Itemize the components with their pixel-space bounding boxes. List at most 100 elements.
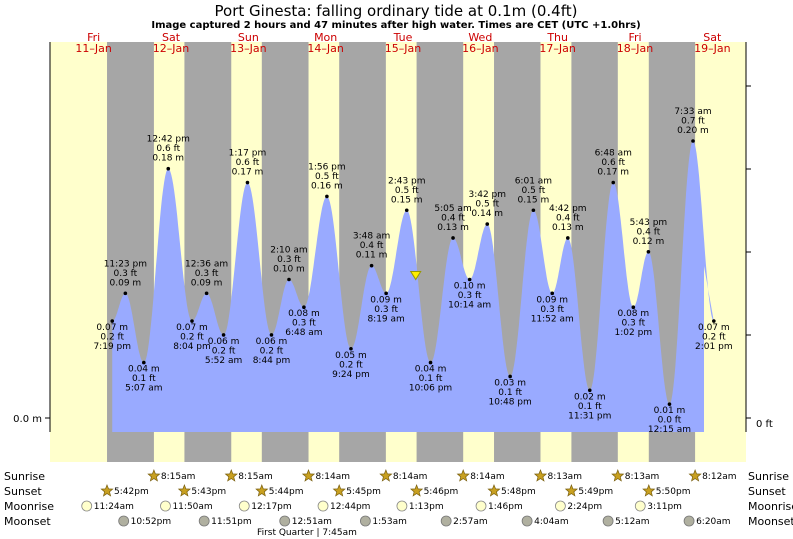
moonrise-time: 2:24pm xyxy=(567,502,602,512)
extreme-label: 1:02 pm xyxy=(615,328,653,338)
extreme-label: 0.15 m xyxy=(518,195,550,205)
extreme-point xyxy=(325,194,329,199)
extreme-point xyxy=(428,360,433,365)
day-date: 12–Jan xyxy=(153,42,189,55)
chart-subtitle: Image captured 2 hours and 47 minutes af… xyxy=(151,20,640,31)
day-headers: Fri11–JanSat12–JanSun13–JanMon14–JanTue1… xyxy=(75,31,730,55)
extreme-label: 0.5 ft xyxy=(522,186,546,196)
extreme-label: 0.08 m xyxy=(617,309,649,319)
extreme-label: 7:33 am xyxy=(674,107,711,117)
moonrise-time: 11:24am xyxy=(94,502,134,512)
day-name: Thu xyxy=(546,31,568,44)
moonset-icon xyxy=(440,515,452,527)
extreme-point xyxy=(646,250,651,254)
extreme-point xyxy=(587,388,592,393)
extreme-label: 2:43 pm xyxy=(388,176,426,186)
extreme-label: 11:31 pm xyxy=(568,411,611,421)
extreme-label: 0.15 m xyxy=(391,195,423,205)
extreme-label: 0.18 m xyxy=(152,154,184,164)
moonset-time: 4:04am xyxy=(534,517,569,527)
extreme-label: 0.02 m xyxy=(574,392,606,402)
extreme-point xyxy=(631,305,636,310)
row-label-right: Sunset xyxy=(748,485,786,498)
day-name: Fri xyxy=(628,31,641,44)
extreme-label: 0.4 ft xyxy=(360,241,384,251)
extreme-point xyxy=(245,180,250,185)
extreme-label: 8:04 pm xyxy=(173,342,211,352)
extreme-label: 12:15 am xyxy=(648,425,691,435)
sun-icon xyxy=(100,484,114,497)
row-label-left: Moonset xyxy=(4,515,51,528)
moonrise-icon xyxy=(160,500,171,512)
extreme-point xyxy=(166,166,171,171)
extreme-label: 3:42 pm xyxy=(468,190,506,200)
extreme-label: 0.10 m xyxy=(273,265,305,275)
sun-icon xyxy=(564,484,579,497)
sunset-time: 5:50pm xyxy=(656,487,691,497)
extreme-label: 0.1 ft xyxy=(498,388,522,398)
sun-icon xyxy=(332,484,346,497)
extreme-label: 0.3 ft xyxy=(277,255,301,265)
sun-icon xyxy=(533,469,548,482)
row-label-left: Moonrise xyxy=(4,500,54,513)
extreme-label: 1:17 pm xyxy=(229,149,267,159)
moonset-icon xyxy=(198,515,210,527)
sunset-time: 5:42pm xyxy=(114,487,149,497)
extreme-label: 0.5 ft xyxy=(315,172,339,182)
day-date: 15–Jan xyxy=(385,42,421,55)
extreme-point xyxy=(611,180,616,185)
extreme-label: 0.4 ft xyxy=(556,213,580,223)
day-name: Wed xyxy=(468,31,492,44)
extreme-label: 0.17 m xyxy=(597,168,629,178)
extreme-point xyxy=(485,222,490,226)
extreme-label: 1:56 pm xyxy=(308,162,346,172)
day-date: 14–Jan xyxy=(307,42,343,55)
extreme-point xyxy=(369,263,374,268)
sunrise-time: 8:15am xyxy=(238,472,273,482)
sun-icon xyxy=(379,469,393,482)
extreme-label: 0.09 m xyxy=(536,295,568,305)
sunrise-time: 8:15am xyxy=(161,472,196,482)
extreme-label: 5:05 am xyxy=(434,204,471,214)
extreme-label: 10:14 am xyxy=(448,301,491,311)
extreme-label: 0.4 ft xyxy=(637,227,661,237)
extreme-label: 0.2 ft xyxy=(339,360,363,370)
extreme-label: 2:10 am xyxy=(270,246,307,256)
extreme-label: 10:06 pm xyxy=(409,384,452,394)
row-label-left: Sunset xyxy=(4,485,42,498)
extreme-label: 9:24 pm xyxy=(332,370,370,380)
day-name: Tue xyxy=(393,31,413,44)
extreme-label: 0.0 ft xyxy=(658,416,682,426)
extreme-label: 0.1 ft xyxy=(132,374,156,384)
extreme-point xyxy=(451,236,455,240)
row-label-right: Moonrise xyxy=(748,500,793,513)
extreme-label: 0.04 m xyxy=(128,365,160,375)
extreme-label: 0.2 ft xyxy=(100,333,124,343)
extreme-label: 0.3 ft xyxy=(374,305,398,315)
day-name: Fri xyxy=(87,31,100,44)
day-date: 19–Jan xyxy=(694,42,730,55)
extreme-point xyxy=(302,305,306,310)
extreme-label: 5:43 pm xyxy=(630,218,668,228)
sun-icon xyxy=(224,469,238,482)
row-label-right: Sunrise xyxy=(748,470,789,483)
moonset-time: 1:53am xyxy=(372,517,407,527)
axes: 0.0 m 0 ft xyxy=(13,42,773,432)
extreme-label: 0.07 m xyxy=(698,323,730,333)
moonrise-time: 11:50am xyxy=(172,502,212,512)
extreme-label: 0.3 ft xyxy=(621,319,645,329)
extreme-label: 0.6 ft xyxy=(156,144,180,154)
extreme-label: 6:48 am xyxy=(285,328,322,338)
extreme-label: 0.01 m xyxy=(654,406,686,416)
extreme-label: 0.09 m xyxy=(191,278,223,288)
extreme-label: 0.09 m xyxy=(110,278,142,288)
extreme-point xyxy=(110,319,115,323)
moonrise-time: 1:46pm xyxy=(488,502,523,512)
extreme-label: 11:23 pm xyxy=(104,259,147,269)
extreme-label: 0.17 m xyxy=(232,168,264,178)
extreme-point xyxy=(667,402,672,406)
moonset-time: 12:51am xyxy=(292,517,332,527)
moonrise-icon xyxy=(317,500,329,512)
sun-icon xyxy=(147,469,161,482)
extreme-label: 0.5 ft xyxy=(475,200,499,210)
